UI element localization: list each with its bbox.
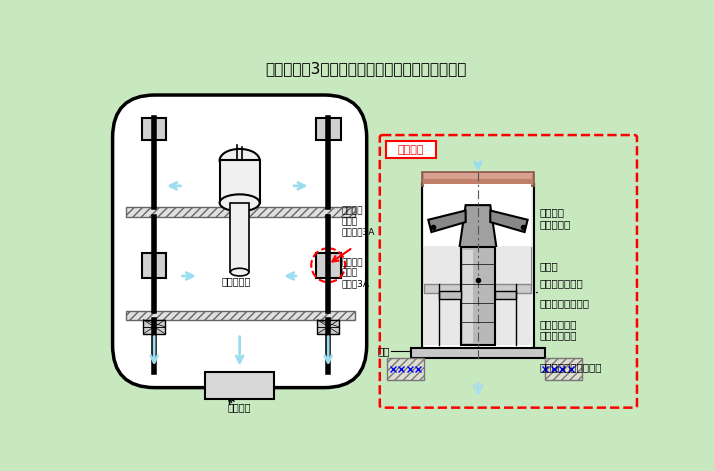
- Bar: [501, 247, 531, 286]
- Bar: [422, 184, 534, 348]
- Text: 原子炉容器: 原子炉容器: [221, 276, 251, 286]
- Text: 格納容器
再循環
ファン3A: 格納容器 再循環 ファン3A: [341, 258, 369, 288]
- Polygon shape: [460, 205, 496, 247]
- FancyBboxPatch shape: [113, 95, 367, 388]
- Bar: [205, 372, 274, 399]
- Bar: [495, 292, 516, 299]
- Bar: [424, 247, 531, 345]
- Bar: [142, 118, 166, 140]
- Text: 床面（コンクリート）: 床面（コンクリート）: [540, 363, 603, 373]
- Bar: [126, 207, 355, 217]
- Text: 台板: 台板: [377, 347, 390, 357]
- Bar: [142, 253, 166, 277]
- Ellipse shape: [231, 268, 249, 276]
- Bar: [126, 310, 355, 320]
- Bar: [411, 348, 545, 358]
- Bar: [424, 284, 531, 293]
- Ellipse shape: [220, 195, 260, 211]
- Bar: [388, 358, 424, 380]
- Text: 伊方発電所3号機　格納容器再循環ファン概略図: 伊方発電所3号機 格納容器再循環ファン概略図: [265, 61, 467, 76]
- Bar: [316, 253, 341, 277]
- Text: 当該箇所: 当該箇所: [397, 145, 424, 154]
- Text: インペラ
（羽根車）: インペラ （羽根車）: [534, 207, 571, 229]
- Text: 格納容器
再循環
ユニット3A: 格納容器 再循環 ユニット3A: [341, 207, 375, 236]
- Ellipse shape: [220, 149, 260, 172]
- Bar: [316, 118, 341, 140]
- Bar: [545, 358, 583, 380]
- Polygon shape: [428, 211, 466, 232]
- Bar: [463, 250, 473, 343]
- Bar: [386, 141, 436, 158]
- Bar: [318, 320, 339, 334]
- Polygon shape: [491, 211, 528, 232]
- Text: 電動機: 電動機: [534, 261, 558, 271]
- Text: ケーシングと
台板合わせ面: ケーシングと 台板合わせ面: [534, 319, 578, 344]
- Bar: [231, 203, 249, 272]
- Bar: [439, 292, 461, 299]
- Bar: [461, 247, 495, 345]
- Text: 格納容器: 格納容器: [228, 402, 251, 412]
- Bar: [422, 172, 534, 186]
- Text: 電動機支持金物: 電動機支持金物: [536, 279, 584, 293]
- Bar: [144, 320, 165, 334]
- Text: ファンケーシング: ファンケーシング: [534, 298, 590, 310]
- Bar: [423, 173, 532, 179]
- Bar: [220, 161, 260, 203]
- Bar: [424, 184, 531, 347]
- Bar: [424, 247, 456, 286]
